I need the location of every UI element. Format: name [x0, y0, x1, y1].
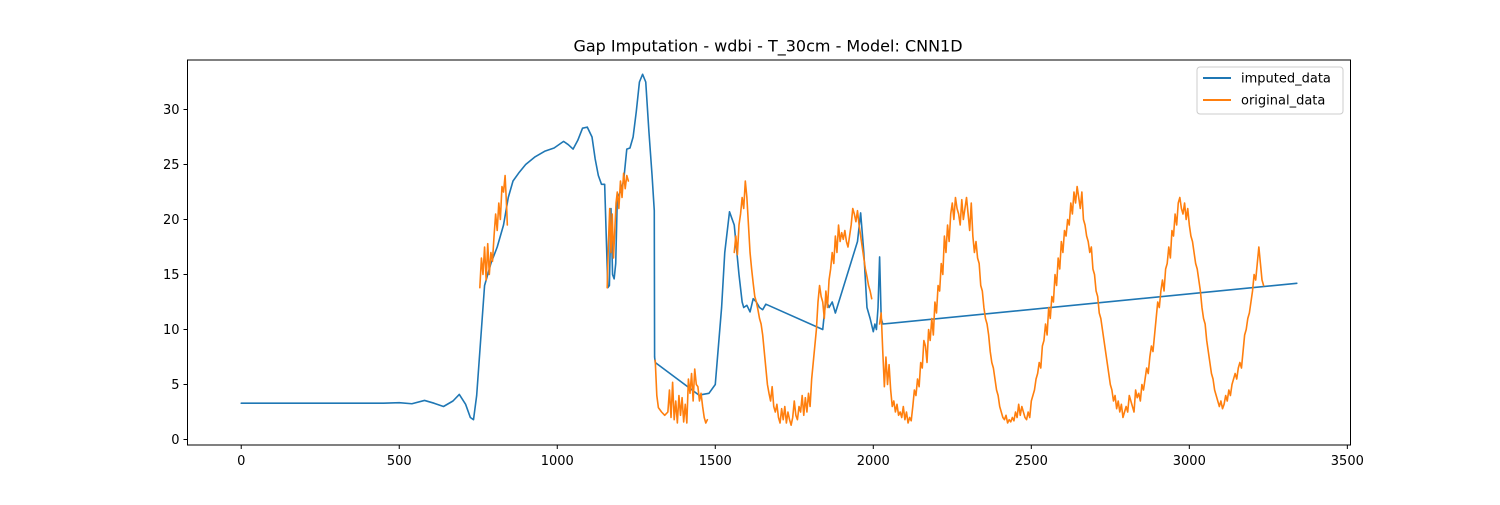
- x-tick-label: 1500: [699, 454, 732, 469]
- x-tick-label: 2000: [857, 454, 890, 469]
- y-tick-label: 30: [163, 103, 180, 118]
- x-tick-label: 1000: [541, 454, 574, 469]
- y-tick-label: 10: [163, 323, 180, 338]
- series-line-original-data-segment-2: [606, 172, 630, 289]
- legend-label-original-data: original_data: [1241, 94, 1325, 109]
- y-tick-label: 0: [171, 433, 179, 448]
- x-tick-label: 500: [387, 454, 412, 469]
- x-tick-label: 2500: [1015, 454, 1048, 469]
- legend: imputed_data original_data: [1196, 66, 1344, 115]
- y-tick-label: 5: [171, 378, 179, 393]
- x-tick-label: 3000: [1173, 454, 1206, 469]
- x-tick-label: 0: [237, 454, 245, 469]
- plot-area: [187, 60, 1351, 445]
- x-tick-label: 3500: [1331, 454, 1364, 469]
- series-line-original-data-segment-5: [878, 185, 1265, 424]
- axes-layer: 0 500 1000 1500 2000 2500 3000 3500 0 5 10 15 20 25 30: [163, 59, 1364, 469]
- plot-frame: [187, 59, 1351, 446]
- series-line-original-data-segment-1: [479, 174, 509, 289]
- legend-box: [1196, 66, 1344, 115]
- legend-label-imputed-data: imputed_data: [1241, 72, 1331, 87]
- series-line-original-data-segment-4: [733, 180, 873, 426]
- y-tick-label: 15: [163, 268, 180, 283]
- y-tick-label: 20: [163, 213, 180, 228]
- chart-title: Gap Imputation - wdbi - T_30cm - Model: …: [573, 37, 962, 57]
- y-tick-label: 25: [163, 158, 180, 173]
- series-layer: [240, 73, 1298, 426]
- series-line-original-data-segment-3: [654, 359, 709, 424]
